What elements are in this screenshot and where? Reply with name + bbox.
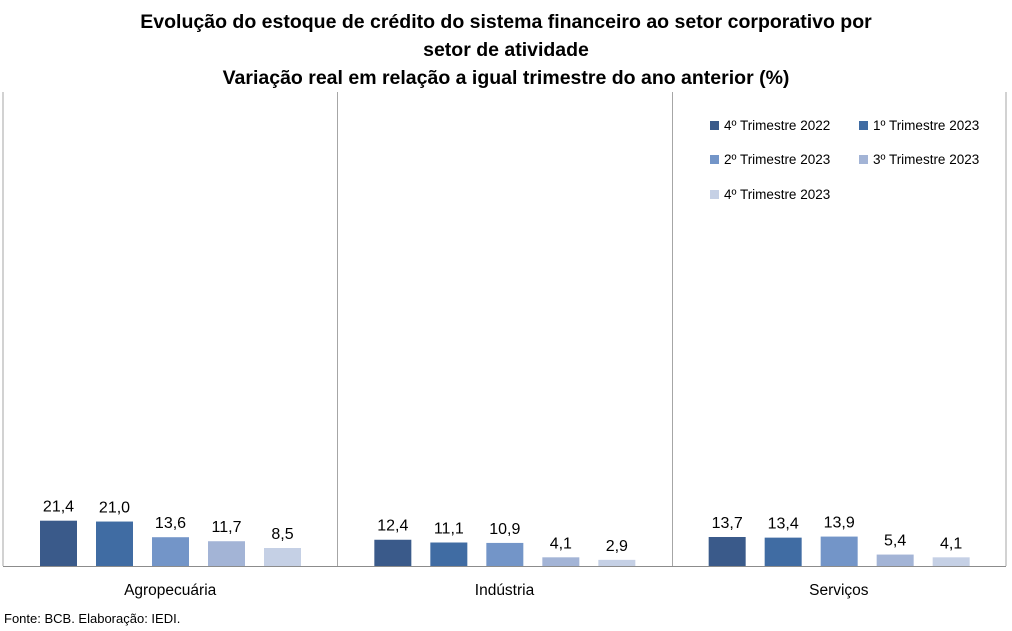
bar-value-label: 8,5 — [271, 526, 293, 543]
bar — [486, 542, 524, 566]
title-line-1: Evolução do estoque de crédito do sistem… — [140, 11, 872, 33]
category-label: Serviços — [809, 582, 869, 599]
bar-value-label: 13,6 — [155, 515, 186, 532]
legend-label: 1º Trimestre 2023 — [873, 118, 979, 133]
legend-swatch — [710, 155, 719, 164]
bar-value-label: 13,7 — [712, 515, 743, 532]
bar — [152, 537, 189, 566]
bar-value-label: 5,4 — [884, 533, 906, 550]
legend-label: 4º Trimestre 2023 — [724, 187, 830, 202]
bar — [542, 557, 580, 566]
bar-value-label: 2,9 — [606, 538, 628, 555]
source-note: Fonte: BCB. Elaboração: IEDI. — [4, 611, 181, 626]
bar — [264, 548, 301, 566]
bar — [208, 541, 245, 566]
bar — [40, 520, 77, 566]
category-label: Indústria — [475, 582, 535, 599]
bar-value-label: 13,9 — [824, 515, 855, 532]
title-line-3: Variação real em relação a igual trimest… — [222, 67, 790, 89]
bar — [764, 537, 802, 566]
legend-swatch — [710, 190, 719, 199]
bar-value-label: 13,4 — [768, 516, 799, 533]
bar — [820, 536, 858, 566]
bar — [430, 542, 468, 566]
bar — [932, 557, 970, 566]
bar-value-label: 21,0 — [99, 500, 130, 517]
bar — [598, 559, 636, 566]
chart-title: Evolução do estoque de crédito do sistem… — [0, 8, 1012, 92]
bar-value-label: 21,4 — [43, 499, 74, 516]
legend-swatch — [859, 155, 868, 164]
bar-value-label: 4,1 — [550, 535, 572, 552]
bar-value-label: 4,1 — [940, 535, 962, 552]
bar-value-label: 10,9 — [489, 521, 520, 538]
title-line-2: setor de atividade — [423, 39, 589, 61]
bar-value-label: 11,7 — [212, 519, 242, 536]
bar — [876, 554, 914, 566]
legend-label: 2º Trimestre 2023 — [724, 152, 830, 167]
bar-value-label: 12,4 — [377, 518, 408, 535]
bar-value-label: 11,1 — [434, 521, 464, 538]
bar — [708, 536, 746, 566]
bar — [374, 539, 412, 566]
legend-swatch — [859, 121, 868, 130]
legend-swatch — [710, 121, 719, 130]
legend-label: 3º Trimestre 2023 — [873, 152, 979, 167]
legend-label: 4º Trimestre 2022 — [724, 118, 830, 133]
bar — [96, 521, 133, 566]
category-label: Agropecuária — [124, 582, 217, 599]
